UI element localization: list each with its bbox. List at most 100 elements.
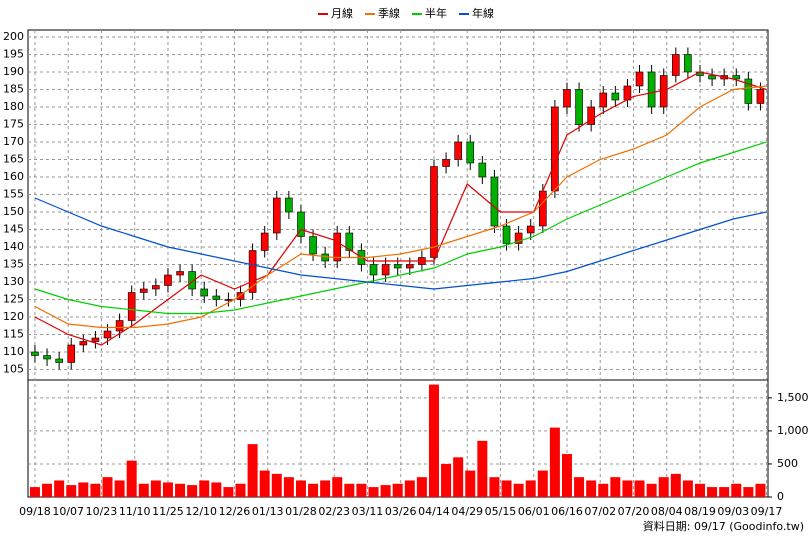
volume-bar bbox=[574, 477, 585, 497]
candle-body bbox=[442, 159, 450, 167]
x-tick-label: 08/04 bbox=[651, 505, 683, 518]
volume-bar bbox=[78, 482, 89, 497]
volume-bar bbox=[719, 487, 730, 497]
candle-body bbox=[672, 54, 680, 76]
x-tick-label: 09/03 bbox=[717, 505, 749, 518]
volume-bar bbox=[211, 482, 222, 497]
y-tick-label: 155 bbox=[3, 188, 24, 201]
volume-bar bbox=[513, 483, 524, 497]
y-tick-label: 145 bbox=[3, 223, 24, 236]
y-tick-label: 110 bbox=[3, 345, 24, 358]
y-tick-label: 175 bbox=[3, 118, 24, 131]
legend-label: 月線 bbox=[331, 6, 353, 20]
candle-body bbox=[381, 264, 390, 276]
x-tick-label: 09/18 bbox=[19, 505, 51, 518]
x-tick-label: 03/26 bbox=[385, 505, 417, 518]
x-tick-label: 10/23 bbox=[86, 505, 118, 518]
ma-line bbox=[34, 141, 767, 315]
volume-bar bbox=[320, 480, 331, 497]
volume-bar bbox=[114, 480, 125, 497]
candle-body bbox=[152, 285, 160, 290]
volume-bar bbox=[356, 483, 367, 497]
candle-body bbox=[31, 351, 39, 356]
candle-body bbox=[744, 78, 753, 104]
volume-bar bbox=[271, 473, 282, 497]
x-tick-label: 09/17 bbox=[751, 505, 783, 518]
candle-body bbox=[224, 299, 233, 301]
y-tick-label: 125 bbox=[3, 293, 24, 306]
legend-label: 季線 bbox=[378, 6, 400, 20]
y-tick-label: 115 bbox=[3, 328, 24, 341]
x-tick-label: 01/13 bbox=[252, 505, 284, 518]
candle-body bbox=[297, 211, 305, 237]
volume-bar bbox=[102, 477, 113, 497]
x-tick-label: 06/01 bbox=[518, 505, 550, 518]
volume-bar bbox=[162, 482, 173, 497]
x-tick-label: 04/14 bbox=[418, 505, 450, 518]
volume-bar bbox=[368, 487, 379, 497]
candle-body bbox=[321, 253, 329, 262]
x-tick-label: 07/20 bbox=[618, 505, 650, 518]
volume-bar bbox=[308, 483, 319, 497]
y-tick-label: 200 bbox=[3, 30, 24, 43]
volume-bar bbox=[537, 470, 548, 497]
volume-bar bbox=[441, 463, 452, 497]
volume-bar bbox=[731, 483, 742, 497]
volume-bar bbox=[489, 477, 500, 497]
candle-body bbox=[490, 176, 499, 227]
candle-body bbox=[248, 250, 257, 293]
y-tick-label: 150 bbox=[3, 205, 24, 218]
x-tick-label: 11/25 bbox=[152, 505, 184, 518]
volume-bar bbox=[622, 480, 633, 497]
y-tick-label: 140 bbox=[3, 240, 24, 253]
candle-body bbox=[333, 232, 342, 262]
x-tick-label: 11/10 bbox=[119, 505, 151, 518]
candle-body bbox=[212, 295, 221, 300]
candle-body bbox=[139, 288, 148, 293]
volume-bar bbox=[694, 483, 705, 497]
candle-body bbox=[526, 225, 535, 234]
volume-bar bbox=[54, 480, 65, 497]
volume-bar bbox=[561, 454, 572, 497]
volume-bar bbox=[66, 485, 77, 497]
volume-bar bbox=[90, 483, 101, 497]
y-tick-label: 165 bbox=[3, 153, 24, 166]
volume-bar bbox=[453, 457, 464, 497]
candle-body bbox=[551, 106, 559, 192]
y2-tick-label: 1,000 bbox=[777, 424, 808, 437]
y-tick-label: 135 bbox=[3, 258, 24, 271]
x-tick-label: 04/29 bbox=[451, 505, 483, 518]
volume-bar bbox=[610, 477, 621, 497]
candle-body bbox=[587, 106, 595, 125]
y-tick-label: 160 bbox=[3, 170, 24, 183]
candle-body bbox=[67, 344, 76, 363]
volume-bar bbox=[477, 440, 488, 497]
volume-bar bbox=[586, 480, 597, 497]
x-tick-label: 12/10 bbox=[185, 505, 217, 518]
candle-body bbox=[756, 89, 765, 104]
candle-body bbox=[514, 232, 523, 244]
volume-bar bbox=[682, 480, 693, 497]
volume-bar bbox=[332, 477, 343, 497]
ma-line bbox=[34, 71, 767, 346]
x-tick-label: 07/02 bbox=[584, 505, 616, 518]
y-tick-label: 185 bbox=[3, 83, 24, 96]
x-tick-label: 08/19 bbox=[684, 505, 716, 518]
candle-body bbox=[176, 271, 184, 276]
candle-body bbox=[236, 292, 245, 300]
candle-body bbox=[188, 271, 196, 290]
legend-label: 半年 bbox=[425, 6, 447, 20]
y-tick-label: 180 bbox=[3, 100, 24, 113]
x-tick-label: 06/16 bbox=[551, 505, 583, 518]
volume-bar bbox=[199, 480, 210, 497]
candle-body bbox=[454, 141, 462, 160]
volume-bar bbox=[150, 480, 161, 497]
ma-line bbox=[34, 197, 767, 290]
ma-line bbox=[34, 85, 767, 329]
y-tick-label: 170 bbox=[3, 135, 24, 148]
candle-body bbox=[43, 355, 51, 360]
volume-bar bbox=[295, 480, 306, 497]
candle-body bbox=[345, 232, 354, 251]
candle-body bbox=[732, 75, 741, 80]
volume-bar bbox=[707, 487, 718, 497]
